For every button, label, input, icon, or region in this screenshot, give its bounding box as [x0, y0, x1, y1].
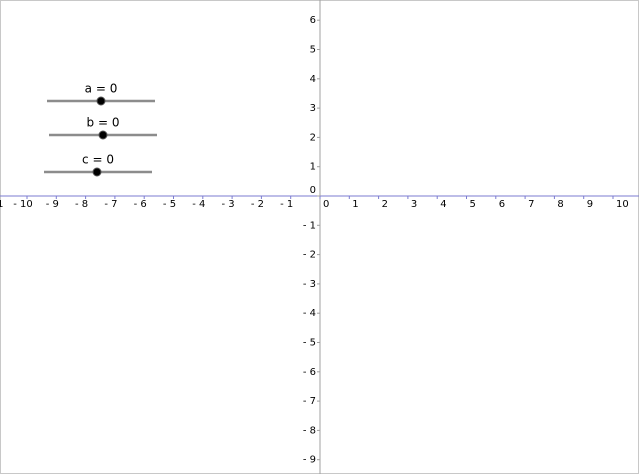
x-tick-label: 6: [499, 199, 505, 210]
x-tick-label: 4: [440, 199, 446, 210]
x-tick-label: 2: [382, 199, 388, 210]
slider-label: c = 0: [82, 153, 114, 167]
x-tick-label: 9: [587, 199, 593, 210]
x-tick-label: 0: [323, 199, 329, 210]
x-tick-label: - 3: [222, 199, 235, 210]
y-tick-label: - 9: [303, 455, 316, 466]
y-tick-label: 3: [310, 103, 316, 114]
slider-label: a = 0: [85, 82, 118, 96]
y-tick-label: - 2: [303, 250, 316, 261]
y-tick-label: - 8: [303, 425, 316, 436]
y-tick-label: - 1: [303, 220, 316, 231]
slider-label: b = 0: [87, 116, 120, 130]
x-tick-label: - 5: [163, 199, 176, 210]
x-tick-label: - 11: [0, 199, 3, 210]
y-tick-label: 5: [310, 45, 316, 56]
y-tick-label: - 5: [303, 338, 316, 349]
x-tick-label: - 2: [251, 199, 264, 210]
x-tick-label: 1: [352, 199, 358, 210]
y-tick-label: - 4: [303, 308, 316, 319]
y-tick-label: 6: [310, 15, 316, 26]
x-tick-label: 3: [411, 199, 417, 210]
x-tick-label: 7: [528, 199, 534, 210]
y-tick-label: 2: [310, 132, 316, 143]
y-tick-label: - 6: [303, 367, 316, 378]
x-tick-label: 10: [616, 199, 629, 210]
y-tick-label: - 7: [303, 396, 316, 407]
slider-handle[interactable]: [96, 96, 106, 106]
x-tick-label: - 8: [75, 199, 88, 210]
slider-handle[interactable]: [98, 130, 108, 140]
x-tick-label: - 9: [46, 199, 59, 210]
y-tick-label: 0: [310, 185, 316, 196]
x-tick-label: 5: [470, 199, 476, 210]
y-tick-label: - 3: [303, 279, 316, 290]
y-tick-label: 1: [310, 162, 316, 173]
x-tick-label: - 4: [192, 199, 205, 210]
y-tick-label: 4: [310, 74, 316, 85]
x-tick-label: - 10: [13, 199, 33, 210]
x-tick-label: - 6: [134, 199, 147, 210]
x-tick-label: - 1: [280, 199, 293, 210]
slider-handle[interactable]: [92, 167, 102, 177]
x-tick-label: 8: [557, 199, 563, 210]
x-tick-label: - 7: [104, 199, 117, 210]
